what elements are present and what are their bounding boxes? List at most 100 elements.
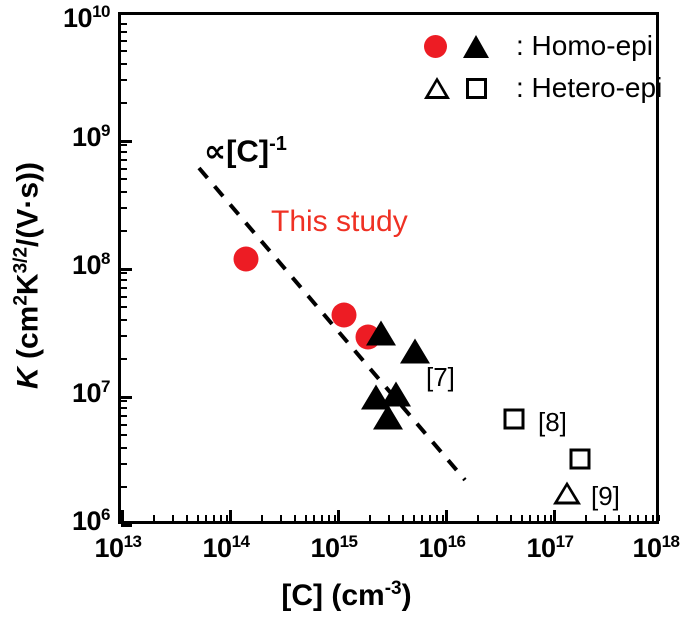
data-point-homo-epi-circle [233, 246, 259, 272]
x-tick-minor [220, 515, 222, 521]
x-tick-label: 1014 [203, 532, 250, 564]
annotation-power-law: ∝[C]-1 [204, 133, 287, 169]
y-tick-major [121, 140, 132, 143]
x-tick-major [445, 510, 448, 521]
x-tick-minor [637, 515, 639, 521]
y-tick-minor [121, 272, 127, 274]
x-tick-minor [421, 515, 423, 521]
x-tick-minor [629, 515, 631, 521]
x-tick-exp: 17 [555, 532, 574, 551]
y-tick-exp: 9 [101, 121, 110, 140]
y-tick-base: 10 [71, 506, 102, 536]
x-tick-minor [529, 515, 531, 521]
x-tick-minor [537, 515, 539, 521]
y-tick-minor [121, 279, 127, 281]
y-tick-minor [121, 415, 127, 417]
x-tick-minor [658, 515, 660, 521]
y-tick-label: 108 [42, 249, 111, 281]
y-tick-minor [121, 424, 127, 426]
data-point-homo-epi-triangle [381, 381, 411, 407]
x-tick-minor [369, 515, 371, 521]
y-tick-major [121, 524, 132, 527]
data-point-hetero-epi-square [569, 448, 591, 470]
data-point-homo-epi-triangle [366, 320, 396, 346]
legend-symbols-hetero-epi [416, 77, 516, 99]
x-tick-minor [510, 515, 512, 521]
x-tick-minor [321, 515, 323, 521]
y-axis-title-tail: /(V·s)) [11, 161, 45, 247]
x-tick-minor [521, 515, 523, 521]
filled-circle-icon [424, 34, 447, 58]
y-tick-minor [121, 230, 127, 232]
x-tick-minor [186, 515, 188, 521]
y-tick-minor [121, 23, 127, 25]
annotation-ref-8: [8] [538, 407, 567, 437]
legend-symbols-homo-epi [416, 34, 516, 58]
x-tick-base: 10 [526, 533, 557, 563]
y-tick-exp: 6 [101, 505, 110, 524]
x-tick-minor [261, 515, 263, 521]
x-tick-minor [213, 515, 215, 521]
data-point-homo-epi-circle [331, 302, 357, 328]
x-tick-minor [280, 515, 282, 521]
x-tick-minor [205, 515, 207, 521]
x-tick-minor [436, 515, 438, 521]
y-tick-minor [121, 400, 127, 402]
annotation-ref-9: [9] [591, 481, 620, 511]
y-tick-minor [121, 178, 127, 180]
y-tick-label: 1010 [30, 2, 110, 34]
x-tick-minor [388, 515, 390, 521]
y-tick-minor [121, 144, 127, 146]
y-tick-major [121, 396, 132, 399]
y-tick-base: 10 [63, 3, 93, 33]
x-tick-label: 1018 [633, 532, 680, 564]
y-tick-minor [121, 50, 127, 52]
x-tick-minor [294, 515, 296, 521]
x-tick-base: 10 [632, 533, 663, 563]
y-tick-minor [121, 79, 127, 81]
x-tick-base: 10 [202, 533, 233, 563]
annotation-power-law-text: ∝[C] [204, 133, 270, 169]
legend-row-hetero-epi: : Hetero-epi [416, 67, 662, 109]
x-tick-exp: 13 [123, 532, 142, 551]
data-point-hetero-epi-square [503, 408, 525, 430]
x-tick-base: 10 [418, 533, 449, 563]
x-tick-minor [645, 515, 647, 521]
x-tick-minor [550, 515, 552, 521]
x-tick-major [121, 510, 124, 521]
x-axis-title-tail: ) [401, 579, 412, 612]
annotation-ref-7: [7] [426, 362, 455, 392]
legend: : Homo-epi : Hetero-epi [416, 25, 662, 109]
y-tick-exp: 8 [101, 249, 110, 268]
x-tick-label: 1016 [419, 532, 466, 564]
x-axis-title-main: [C] (cm [281, 579, 385, 612]
data-point-homo-epi-triangle [373, 404, 403, 430]
y-tick-minor [121, 168, 127, 170]
x-tick-minor [153, 515, 155, 521]
x-tick-minor [544, 515, 546, 521]
y-tick-base: 10 [71, 378, 102, 408]
x-axis-title: [C] (cm-3) [0, 578, 693, 613]
plot-area: ∝[C]-1 This study [7] [8] [9] : Homo-epi… [118, 12, 662, 527]
x-tick-minor [429, 515, 431, 521]
x-tick-minor [604, 515, 606, 521]
y-tick-label: 106 [42, 505, 111, 537]
y-tick-minor [121, 151, 127, 153]
legend-label-hetero-epi: : Hetero-epi [516, 72, 663, 103]
y-tick-minor [121, 31, 127, 33]
x-tick-exp: 18 [661, 532, 680, 551]
y-tick-minor [121, 296, 127, 298]
y-tick-minor [121, 287, 127, 289]
y-tick-minor [121, 40, 127, 42]
x-tick-minor [226, 515, 228, 521]
annotation-this-study: This study [271, 205, 408, 238]
x-tick-exp: 15 [339, 532, 358, 551]
x-tick-label: 1017 [527, 532, 574, 564]
x-tick-minor [496, 515, 498, 521]
x-axis-title-exponent: -3 [384, 578, 402, 599]
x-tick-minor [334, 515, 336, 521]
x-tick-minor [477, 515, 479, 521]
y-tick-minor [121, 486, 127, 488]
x-tick-minor [652, 515, 654, 521]
